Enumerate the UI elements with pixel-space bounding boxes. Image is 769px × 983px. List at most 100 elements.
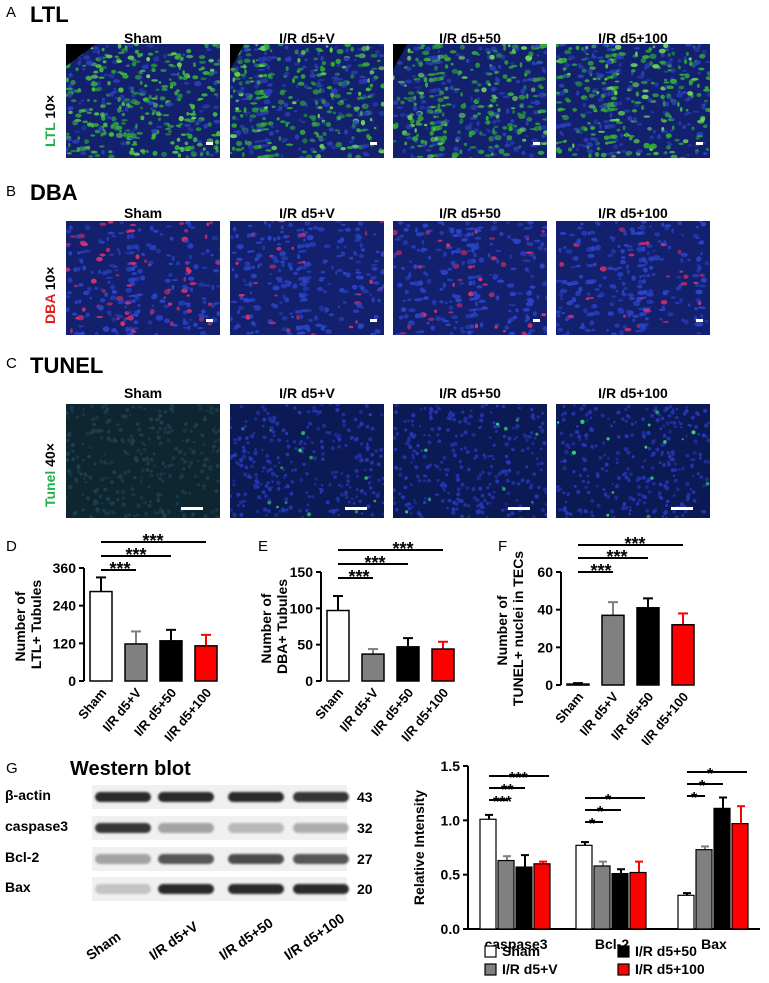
x-category-label: Bax bbox=[701, 936, 727, 952]
scale-bar bbox=[206, 142, 213, 145]
blot-band bbox=[95, 792, 151, 802]
blot-lane-label: I/R d5+50 bbox=[216, 914, 276, 964]
x-tick-label: Sham bbox=[75, 685, 109, 722]
y-tick-label: 0.5 bbox=[441, 867, 461, 883]
blot-band bbox=[293, 884, 349, 894]
bar-sham bbox=[566, 683, 590, 686]
column-title: I/R d5+100 bbox=[598, 385, 668, 401]
bar-bax bbox=[677, 894, 695, 930]
significance-stars: * bbox=[605, 792, 612, 809]
legend-label: I/R d5+V bbox=[502, 961, 558, 977]
significance-stars: ** bbox=[501, 782, 514, 799]
significance-stars: * bbox=[691, 790, 698, 807]
micrograph-tunel bbox=[556, 404, 710, 518]
blot-kda: 43 bbox=[357, 789, 373, 805]
bar-bcl-2 bbox=[629, 871, 647, 930]
column-title: I/R d5+100 bbox=[598, 205, 668, 221]
y-tick-label: 120 bbox=[53, 635, 77, 651]
y-tick-label: 0 bbox=[305, 673, 313, 689]
blot-lane-label: I/R d5+100 bbox=[281, 910, 348, 964]
blot-band bbox=[293, 854, 349, 864]
y-tick-label: 150 bbox=[290, 564, 314, 580]
scale-bar bbox=[533, 319, 540, 322]
column-title: I/R d5+V bbox=[279, 385, 335, 401]
y-axis-label-line: DBA+ Tubules bbox=[274, 579, 290, 674]
panel-letter-d: D bbox=[6, 538, 17, 555]
western-blot-title: Western blot bbox=[70, 758, 191, 780]
blot-lane-label: Sham bbox=[83, 928, 124, 964]
y-tick-label: 0.0 bbox=[441, 921, 461, 937]
micrograph-ltl bbox=[393, 44, 547, 158]
panel-title-ltl: LTL bbox=[30, 2, 69, 27]
bar-caspase3 bbox=[479, 818, 497, 930]
scale-bar bbox=[696, 319, 703, 322]
panel-letter-c: C bbox=[6, 355, 17, 372]
y-axis-label-line: Number of bbox=[495, 592, 510, 666]
micrograph-dba bbox=[556, 221, 710, 335]
blot-band bbox=[95, 823, 151, 833]
column-title: I/R d5+50 bbox=[439, 30, 501, 46]
x-category-label: caspase3 bbox=[484, 936, 547, 952]
y-axis-label-line: LTL+ Tubules bbox=[28, 580, 44, 670]
bar-bax bbox=[731, 822, 749, 930]
bar-bcl-2 bbox=[575, 844, 593, 930]
legend-label: I/R d5+50 bbox=[635, 943, 697, 959]
y-tick-label: 240 bbox=[53, 598, 77, 614]
row-label-tunel: Tunel 40× bbox=[42, 443, 58, 507]
significance-stars: * bbox=[699, 778, 706, 795]
micrograph-tunel bbox=[66, 404, 220, 518]
row-label-ltl: LTL 10× bbox=[42, 95, 58, 147]
micrograph-tunel bbox=[230, 404, 384, 518]
significance-stars: *** bbox=[364, 553, 385, 573]
scale-bar bbox=[696, 142, 703, 145]
blot-lane-label: I/R d5+V bbox=[146, 918, 201, 964]
scale-bar bbox=[508, 507, 530, 510]
y-axis-label-line: Number of bbox=[12, 588, 28, 662]
panel-letter-f: F bbox=[498, 538, 508, 555]
magnification-label: 10× bbox=[42, 266, 58, 295]
micrograph-tunel bbox=[393, 404, 547, 518]
bar-i-r-d5-v bbox=[601, 614, 625, 686]
chart-tunel-nuclei: 0 20 40 60 Number of TUNEL+ nuclei in TECs Sh… bbox=[495, 534, 695, 745]
blot-band bbox=[293, 792, 349, 802]
legend-label: Sham bbox=[502, 943, 540, 959]
scale-bar bbox=[370, 319, 377, 322]
y-tick-label: 360 bbox=[53, 560, 77, 576]
column-title: I/R d5+50 bbox=[439, 205, 501, 221]
significance-stars: * bbox=[707, 766, 714, 783]
column-title: I/R d5+100 bbox=[598, 30, 668, 46]
y-axis-label: Number of DBA+ Tubules bbox=[258, 579, 290, 674]
y-tick-label: 1.5 bbox=[441, 758, 461, 774]
blot-band bbox=[228, 792, 284, 802]
stain-label: LTL bbox=[42, 122, 58, 147]
panel-title-dba: DBA bbox=[30, 180, 78, 205]
significance-stars: *** bbox=[493, 794, 512, 811]
magnification-label: 40× bbox=[42, 443, 58, 471]
significance-stars: *** bbox=[392, 539, 413, 559]
bar-i-r-d5-v bbox=[124, 643, 148, 682]
panel-letter-g: G bbox=[6, 760, 18, 777]
stain-label: Tunel bbox=[42, 470, 58, 507]
x-tick-label: Sham bbox=[312, 685, 346, 722]
y-axis-label: Number of LTL+ Tubules bbox=[12, 580, 44, 670]
significance-stars: *** bbox=[590, 561, 611, 581]
panel-letter-a: A bbox=[6, 4, 17, 21]
scale-bar bbox=[533, 142, 540, 145]
blot-band bbox=[158, 823, 214, 833]
bar-sham bbox=[89, 590, 113, 682]
bar-bcl-2 bbox=[593, 865, 611, 930]
blot-band bbox=[228, 854, 284, 864]
micrograph-dba bbox=[230, 221, 384, 335]
y-tick-label: 60 bbox=[537, 564, 553, 580]
blot-protein-label: Bax bbox=[5, 879, 31, 895]
column-title: I/R d5+50 bbox=[439, 385, 501, 401]
y-tick-label: 20 bbox=[537, 639, 553, 655]
blot-band bbox=[158, 792, 214, 802]
bar-caspase3 bbox=[497, 859, 515, 930]
y-axis-label-line: Number of bbox=[258, 590, 274, 664]
y-axis-label: Number of TUNEL+ nuclei in TECs bbox=[495, 551, 526, 706]
panel-title-tunel: TUNEL bbox=[30, 353, 104, 378]
blot-protein-label: β-actin bbox=[5, 787, 51, 803]
significance-stars: *** bbox=[606, 547, 627, 567]
